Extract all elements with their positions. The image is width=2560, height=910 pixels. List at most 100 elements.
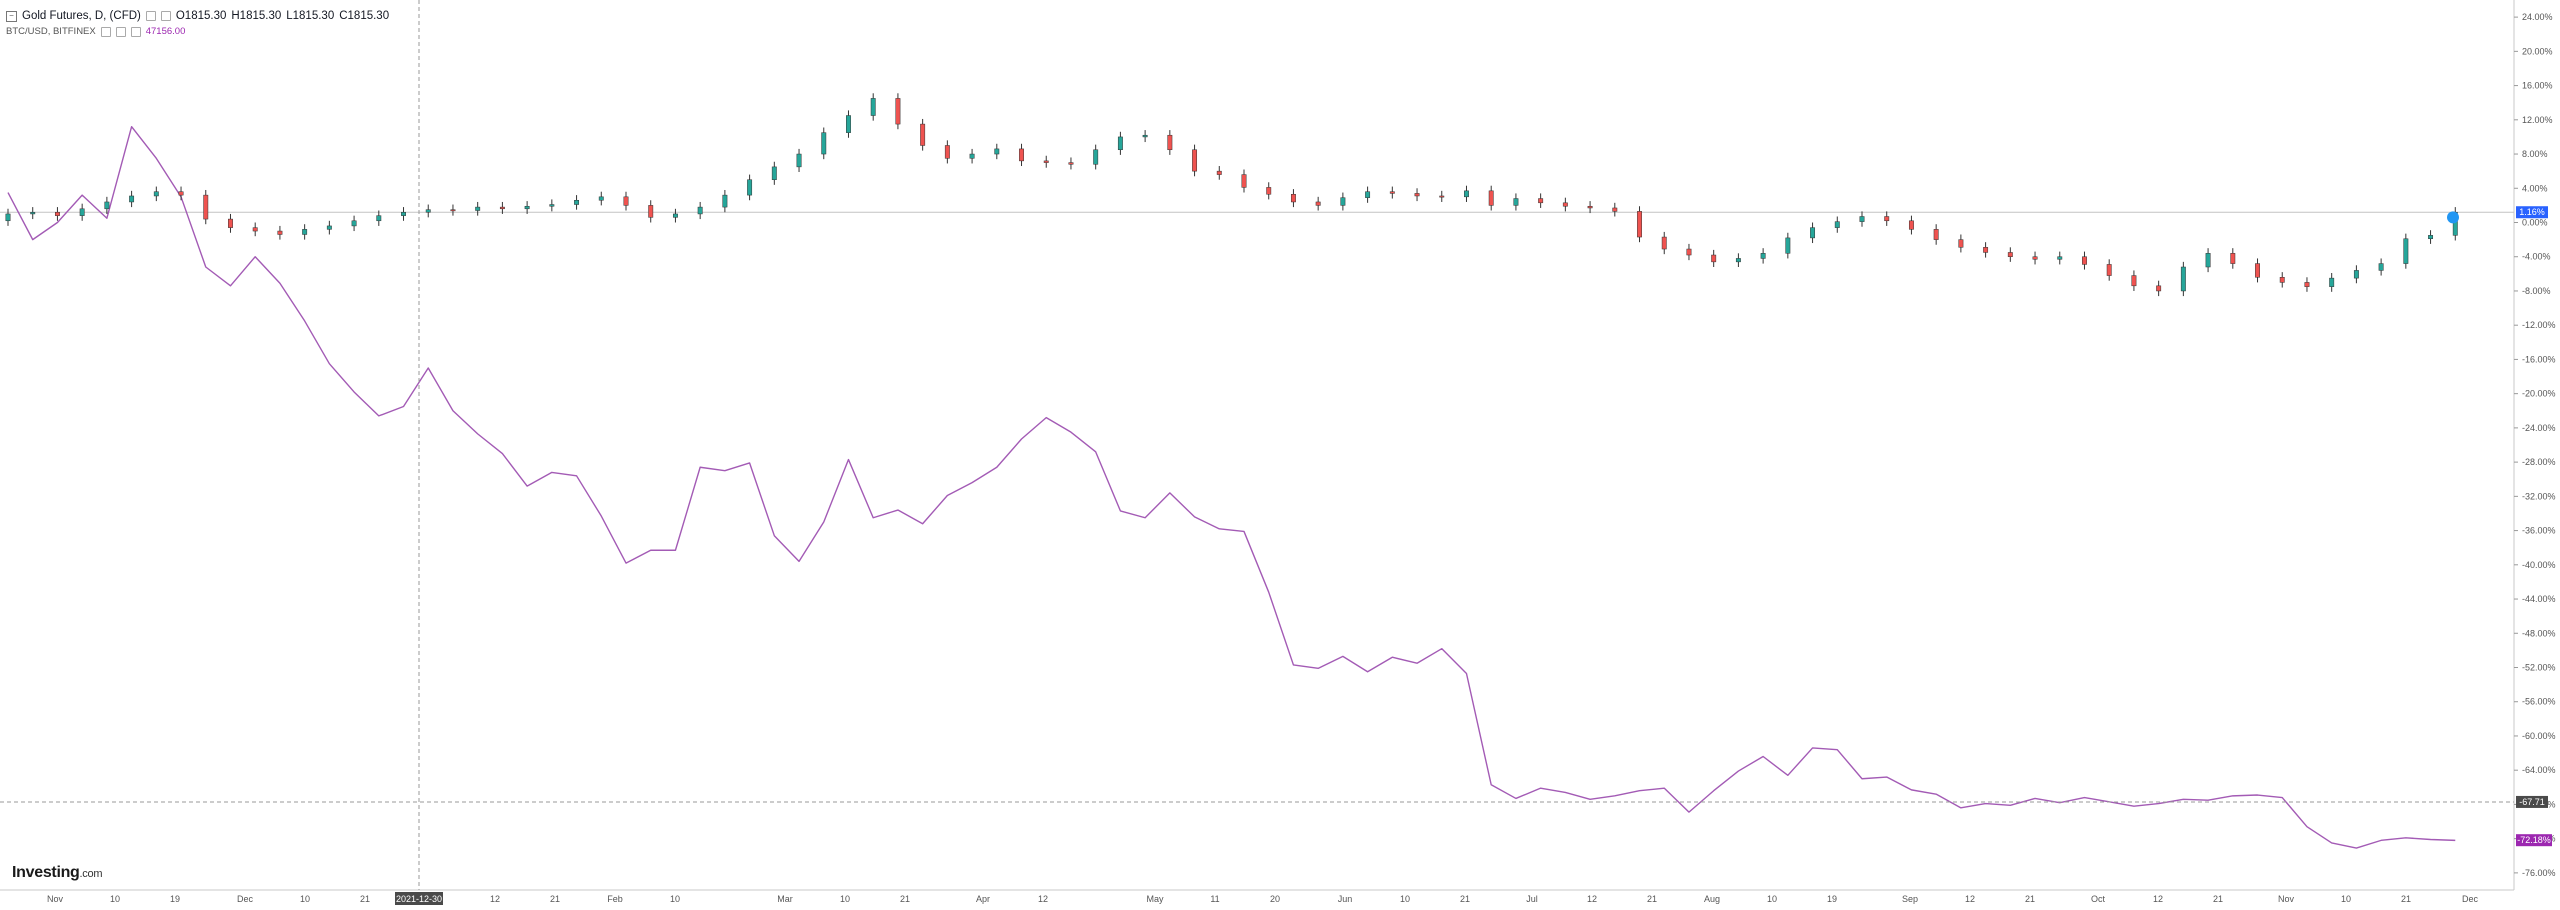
gold-candle [425, 204, 431, 218]
gold-candle [1785, 232, 1791, 259]
gold-last-box [2516, 206, 2548, 219]
ohlc-high: H1815.30 [231, 10, 282, 22]
gold-candle [672, 208, 678, 223]
gold-candle [796, 148, 802, 173]
gold-candle [376, 210, 382, 226]
candle-body [1637, 211, 1642, 238]
ohlc-close: C1815.30 [339, 10, 390, 22]
x-tick-label: Aug [1704, 894, 1720, 904]
pin-marker-icon[interactable] [2447, 211, 2459, 224]
gold-candle [1266, 182, 1272, 200]
candle-body [2082, 256, 2087, 265]
gold-candle [277, 225, 283, 240]
gold-candle [1983, 242, 1989, 258]
candle-body [228, 218, 233, 228]
y-tick-label: 24.00% [2522, 12, 2553, 22]
gold-candle [1810, 222, 1816, 244]
legend-main-row: − Gold Futures, D, (CFD) O1815.30 H1815.… [6, 8, 389, 24]
x-tick-label: Sep [1902, 894, 1918, 904]
eye-icon[interactable] [100, 27, 111, 37]
x-tick-label: Jun [1338, 894, 1353, 904]
gold-candle [1241, 169, 1247, 193]
gold-candle [326, 220, 332, 235]
y-tick-label: 20.00% [2522, 46, 2553, 56]
gold-candle [1043, 155, 1049, 168]
gold-candle [30, 207, 36, 220]
legend-compare-symbol: BTC/USD, BITFINEX [6, 26, 96, 37]
x-tick-label: 12 [490, 894, 500, 904]
gold-candle [1389, 186, 1395, 199]
x-tick-label: 10 [300, 894, 310, 904]
gold-candle [2353, 265, 2359, 284]
candle-body [2353, 270, 2359, 279]
gold-candle [1538, 193, 1544, 208]
candle-body [574, 200, 580, 205]
candle-body [1068, 162, 1074, 165]
candle-body [129, 195, 135, 203]
gold-candle [499, 201, 505, 214]
y-tick-label: -56.00% [2522, 697, 2556, 707]
x-tick-label: 21 [360, 894, 370, 904]
candle-body [351, 220, 357, 227]
crosshair-value-label: -67.71 [2519, 797, 2545, 807]
collapse-legend-icon[interactable]: − [6, 10, 17, 22]
settings-icon[interactable] [115, 27, 126, 37]
candle-body [252, 227, 258, 232]
gold-candle [1167, 130, 1173, 155]
x-tick-label: 12 [1965, 894, 1975, 904]
gold-candle [1117, 131, 1123, 155]
x-tick-label: 21 [1460, 894, 1470, 904]
x-tick-label: 12 [1038, 894, 1048, 904]
gold-candle [79, 203, 85, 221]
candle-body [326, 225, 332, 230]
candle-body [1439, 195, 1445, 198]
candle-body [1884, 216, 1890, 222]
y-tick-label: -28.00% [2522, 457, 2556, 467]
x-tick-label: 20 [1270, 894, 1280, 904]
candle-body [1834, 221, 1840, 228]
x-tick-label: 10 [670, 894, 680, 904]
y-tick-label: -60.00% [2522, 731, 2556, 741]
candle-body [1117, 136, 1123, 151]
gold-candle [549, 199, 555, 212]
gold-candle [574, 195, 580, 210]
gold-candle [2304, 277, 2310, 292]
legend-main-title: Gold Futures, D, (CFD) [22, 10, 141, 22]
gold-candle [1661, 231, 1667, 255]
candle-body [623, 196, 629, 206]
y-tick-label: -12.00% [2522, 320, 2556, 330]
x-tick-label: Feb [607, 894, 623, 904]
gold-candle [697, 201, 703, 220]
y-tick-label: 4.00% [2522, 183, 2548, 193]
candle-body [846, 115, 851, 133]
gold-candle [1488, 185, 1494, 211]
gold-candle [598, 191, 604, 206]
gold-candle [870, 93, 876, 121]
crosshair-value-box [2516, 795, 2548, 808]
eye-icon[interactable] [145, 11, 156, 21]
candle-body [1983, 247, 1989, 253]
candle-body [2156, 285, 2162, 292]
candle-body [104, 201, 110, 210]
y-tick-label: -76.00% [2522, 868, 2556, 878]
gold-candle [2205, 248, 2211, 273]
candle-body [672, 213, 678, 218]
gold-candle [1686, 243, 1692, 261]
settings-icon[interactable] [160, 11, 171, 21]
legend-compare-row: BTC/USD, BITFINEX 47156.00 [6, 24, 389, 40]
gold-candle [747, 174, 753, 201]
candle-body [2329, 277, 2335, 287]
gold-candle [5, 208, 11, 226]
candle-body [54, 211, 60, 216]
candle-body [722, 194, 728, 208]
gold-candle [920, 118, 926, 151]
close-icon[interactable] [130, 27, 141, 37]
gold-candle [1587, 201, 1593, 214]
gold-candle [623, 191, 629, 211]
candle-body [1859, 216, 1865, 222]
gold-candle [2057, 251, 2063, 265]
candle-body [2205, 253, 2211, 268]
candle-body [1093, 149, 1099, 165]
candle-body [2180, 266, 2186, 292]
